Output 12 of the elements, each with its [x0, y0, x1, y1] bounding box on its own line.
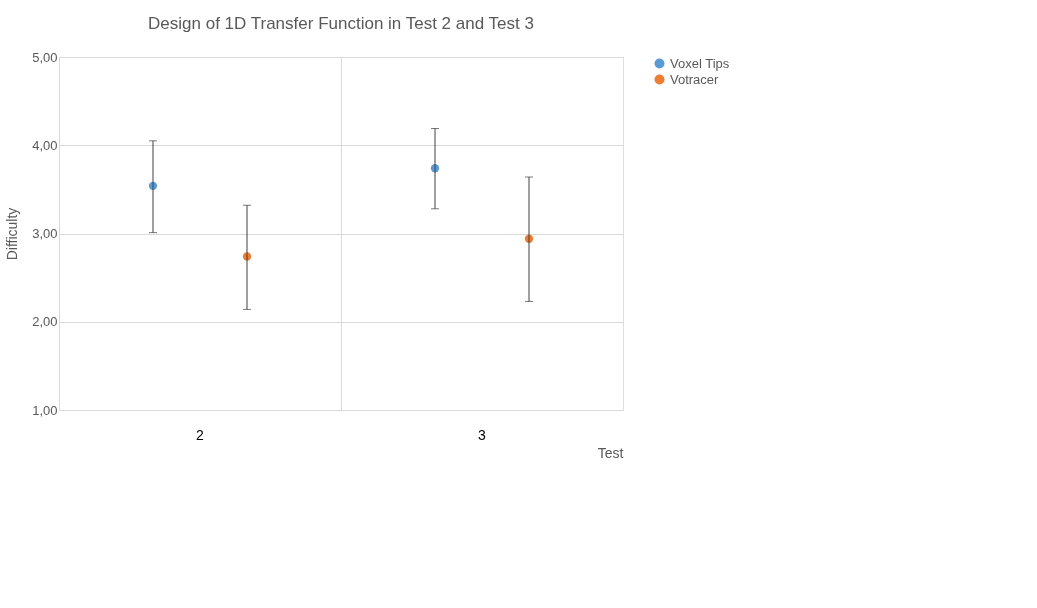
- y-tick-label: 2,00: [32, 314, 58, 330]
- y-axis-title: Difficulty: [4, 207, 21, 261]
- x-axis-title: Test: [597, 444, 624, 461]
- y-tick-label: 5,00: [32, 49, 58, 65]
- chart-title: Design of 1D Transfer Function in Test 2 and Test 3: [148, 14, 534, 33]
- y-tick-label: 1,00: [32, 402, 58, 418]
- x-tick-label: 2: [196, 426, 205, 443]
- y-tick-label: 3,00: [32, 226, 58, 241]
- legend-label: Votracer: [670, 71, 720, 87]
- legend-label: Voxel Tips: [670, 55, 730, 71]
- x-tick-label: 3: [478, 426, 487, 443]
- y-tick-label: 4,00: [32, 137, 58, 153]
